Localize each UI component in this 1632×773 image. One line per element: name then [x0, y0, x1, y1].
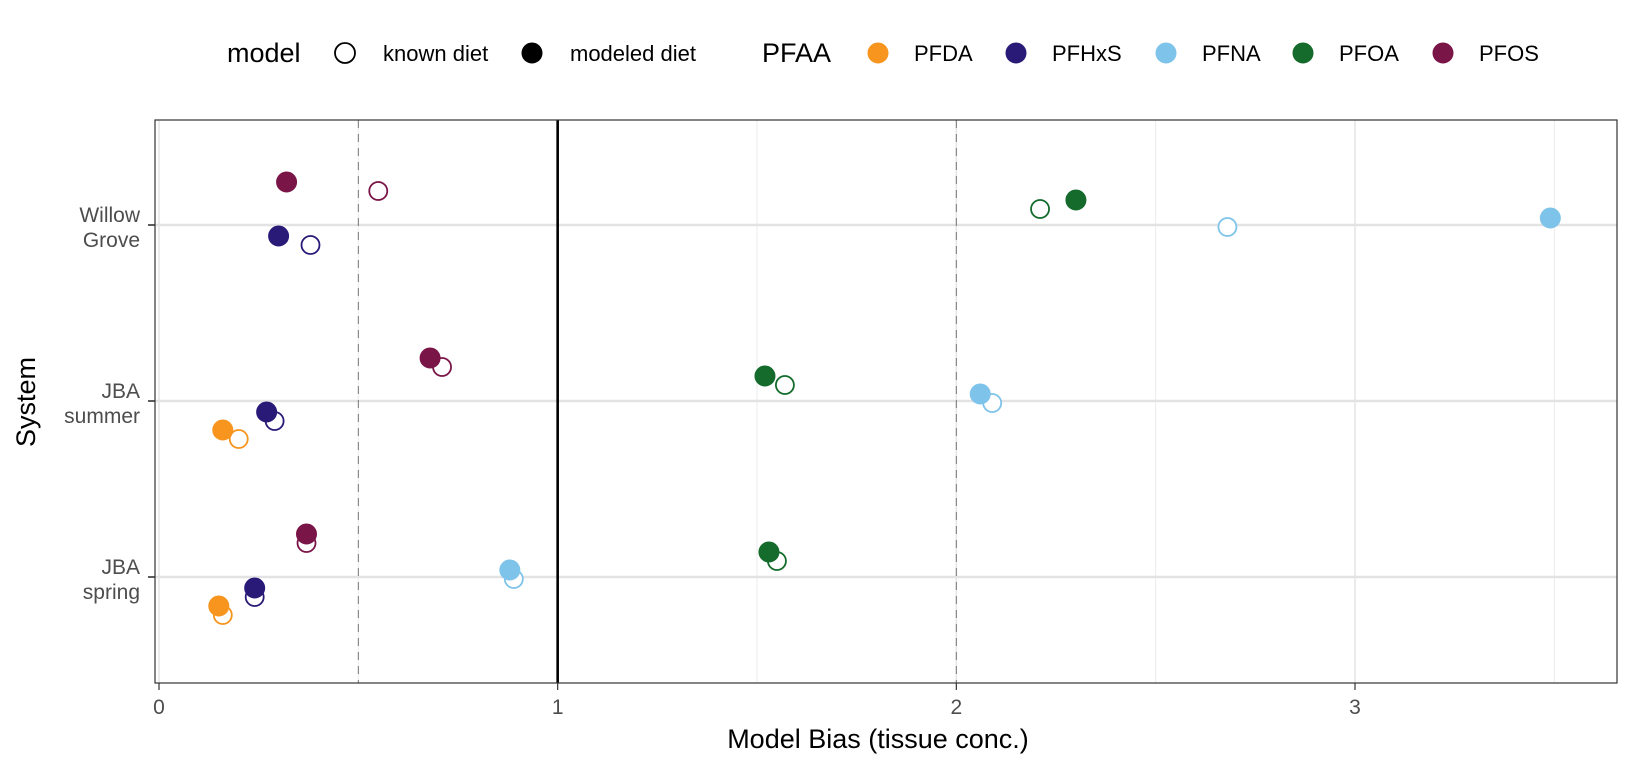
- point-pfhxs-modeled: [256, 401, 278, 423]
- point-pfda-known: [228, 429, 249, 449]
- point-pfna-modeled: [1539, 207, 1561, 229]
- legend-key-pfna: [1155, 42, 1177, 64]
- legend-label: known diet: [383, 41, 488, 66]
- legend-key-pfos: [1432, 42, 1454, 64]
- y-tick-label-line: Grove: [83, 229, 140, 252]
- legend-label: modeled diet: [570, 41, 696, 66]
- legend-label: PFHxS: [1052, 41, 1122, 66]
- point-pfna-known: [1217, 217, 1238, 237]
- x-tick-label: 3: [1349, 696, 1361, 719]
- y-tick-label: JBA summer: [64, 380, 140, 428]
- point-pfoa-modeled: [754, 365, 776, 387]
- reference-lines: [357, 120, 957, 683]
- point-pfoa-known: [1030, 199, 1050, 219]
- y-axis-title: System: [11, 357, 41, 447]
- point-pfhxs-modeled: [268, 225, 290, 247]
- point-pfos-known: [368, 181, 389, 201]
- x-tick-label: 2: [950, 696, 962, 719]
- point-pfhxs-modeled: [244, 577, 266, 599]
- x-axis: 0 1 2 3: [153, 683, 1361, 719]
- legend-label: PFOA: [1339, 41, 1399, 66]
- y-tick-label-line: JBA: [101, 380, 140, 403]
- legend-label: PFOS: [1479, 41, 1539, 66]
- data-points: [208, 171, 1561, 625]
- y-tick-label-line: spring: [83, 581, 140, 604]
- y-tick-label-line: JBA: [101, 556, 140, 579]
- legend-label: PFNA: [1202, 41, 1261, 66]
- point-pfhxs-known: [300, 235, 321, 255]
- y-tick-label: Willow Grove: [79, 204, 140, 252]
- point-pfoa-modeled: [1065, 189, 1087, 211]
- y-tick-label-line: summer: [64, 405, 140, 428]
- point-pfos-modeled: [276, 171, 298, 193]
- y-tick-label: JBA spring: [83, 556, 140, 604]
- point-pfoa-known: [775, 375, 795, 395]
- x-tick-label: 0: [153, 696, 165, 719]
- grid-lines: [155, 120, 1617, 683]
- point-pfda-modeled: [212, 419, 234, 441]
- legend-key-known: [334, 42, 356, 64]
- point-pfoa-modeled: [758, 541, 780, 563]
- legend-model-title: model: [227, 38, 301, 68]
- legend-key-pfhxs: [1005, 42, 1027, 64]
- point-pfna-modeled: [969, 383, 991, 405]
- point-pfda-modeled: [208, 595, 230, 617]
- x-axis-title: Model Bias (tissue conc.): [727, 724, 1029, 754]
- legend-key-pfoa: [1292, 42, 1314, 64]
- legend-label: PFDA: [914, 41, 973, 66]
- legend-key-pfda: [867, 42, 889, 64]
- point-pfos-modeled: [296, 523, 318, 545]
- legend: model PFAA known diet modeled diet PFDA PFH…: [227, 38, 1539, 68]
- legend-pfaa-title: PFAA: [762, 38, 831, 68]
- point-pfos-modeled: [419, 347, 441, 369]
- legend-key-modeled: [521, 42, 543, 64]
- y-tick-label-line: Willow: [79, 204, 140, 227]
- x-tick-label: 1: [552, 696, 564, 719]
- point-pfna-modeled: [499, 559, 521, 581]
- legend-items: known diet modeled diet PFDA PFHxS PFNA PFOA P…: [334, 41, 1539, 66]
